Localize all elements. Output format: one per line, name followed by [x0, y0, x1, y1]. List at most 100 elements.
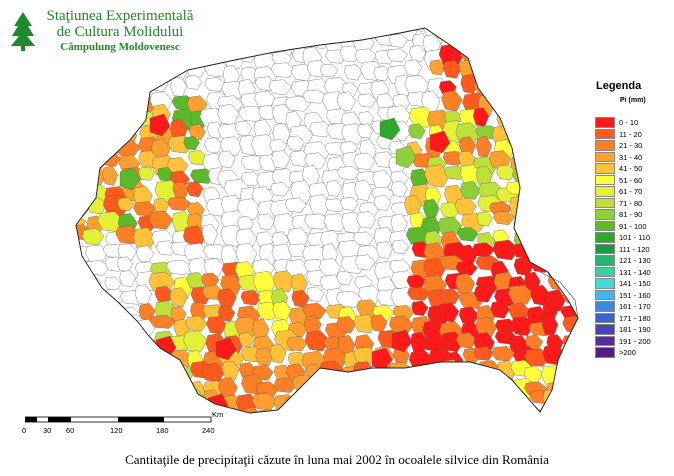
district-region — [527, 179, 544, 202]
district-region — [137, 61, 162, 76]
district-region — [76, 269, 90, 289]
district-region — [255, 347, 274, 366]
district-region — [427, 411, 445, 413]
district-region — [530, 243, 553, 266]
district-region — [185, 315, 208, 332]
district-region — [511, 104, 528, 127]
district-region — [527, 154, 554, 170]
legend-label: 21 - 30 — [619, 141, 643, 150]
district-region — [88, 306, 114, 330]
district-region — [386, 48, 408, 63]
legend-item: 61 - 70 — [595, 186, 642, 197]
legend-item: 181 - 190 — [595, 324, 651, 335]
legend-label: 101 - 110 — [619, 233, 651, 242]
district-region — [564, 104, 578, 128]
district-region — [353, 152, 376, 171]
legend-item: 91 - 100 — [595, 220, 647, 232]
district-region — [76, 344, 88, 368]
district-region — [456, 380, 479, 400]
district-region — [559, 231, 578, 251]
district-region — [373, 66, 391, 82]
district-region — [354, 254, 376, 271]
district-region — [545, 197, 562, 221]
district-region — [545, 180, 564, 202]
district-region — [376, 241, 393, 259]
district-region — [221, 32, 239, 55]
district-region — [510, 64, 537, 88]
district-region — [471, 410, 496, 413]
district-region — [339, 45, 361, 63]
organization-name-line1: Staţiunea Experimentală — [46, 8, 194, 24]
district-region — [76, 380, 97, 401]
district-region — [440, 28, 457, 40]
legend-item: 121 - 130 — [595, 255, 651, 266]
district-region — [240, 66, 259, 84]
district-region — [582, 409, 598, 427]
district-region — [489, 60, 509, 79]
district-region — [117, 243, 137, 261]
district-region — [86, 107, 113, 131]
district-region — [304, 213, 331, 230]
district-region — [509, 29, 526, 51]
district-region — [526, 33, 552, 49]
district-region — [76, 105, 88, 126]
district-region — [323, 376, 343, 400]
district-region — [341, 374, 366, 393]
district-region — [76, 141, 91, 161]
district-region — [86, 80, 111, 102]
district-region — [203, 258, 225, 277]
legend-label: 81 - 90 — [619, 210, 643, 219]
district-region — [359, 407, 380, 413]
legend-label: 151 - 160 — [619, 290, 651, 300]
district-region — [183, 136, 200, 151]
district-region — [408, 28, 428, 32]
district-region — [102, 321, 125, 343]
district-region — [476, 44, 500, 63]
district-region — [353, 314, 377, 334]
district-region — [117, 392, 136, 409]
legend-label: 91 - 100 — [619, 221, 647, 231]
map-caption: Cantitaţile de precipitaţii căzute în lu… — [125, 452, 549, 467]
legend-item: 41 - 50 — [595, 163, 642, 174]
district-region — [273, 377, 297, 393]
district-region — [86, 123, 106, 146]
district-region — [524, 48, 547, 67]
district-region — [319, 391, 346, 408]
district-region — [354, 179, 373, 202]
district-region — [577, 224, 578, 247]
district-region — [309, 391, 327, 410]
district-region — [574, 94, 578, 114]
legend-swatch — [595, 347, 615, 358]
district-region — [358, 285, 383, 304]
district-region — [122, 334, 140, 357]
legend-swatch — [595, 186, 615, 197]
scale-tick: 180 — [156, 426, 169, 435]
district-region — [373, 195, 392, 211]
legend-swatch — [595, 209, 615, 220]
district-region — [357, 123, 374, 139]
district-region — [574, 348, 578, 364]
district-region — [494, 96, 515, 116]
district-region — [479, 61, 505, 82]
district-region — [148, 210, 174, 230]
legend-swatch — [595, 128, 615, 140]
district-region — [207, 121, 224, 139]
district-region — [574, 359, 578, 377]
district-region — [284, 96, 312, 112]
district-region — [339, 395, 366, 412]
district-region — [557, 389, 576, 405]
district-region — [512, 243, 535, 259]
scale-tick: 0 — [22, 426, 27, 435]
district-region — [475, 28, 498, 40]
district-region — [87, 141, 105, 162]
district-region — [562, 347, 578, 368]
district-region — [237, 28, 254, 40]
district-region — [557, 35, 578, 50]
scale-tick: 240 — [202, 426, 215, 435]
district-region — [326, 179, 342, 197]
district-region — [424, 164, 451, 188]
district-region — [371, 347, 393, 371]
district-region — [388, 406, 409, 413]
district-region — [336, 166, 362, 181]
district-region — [580, 61, 599, 81]
